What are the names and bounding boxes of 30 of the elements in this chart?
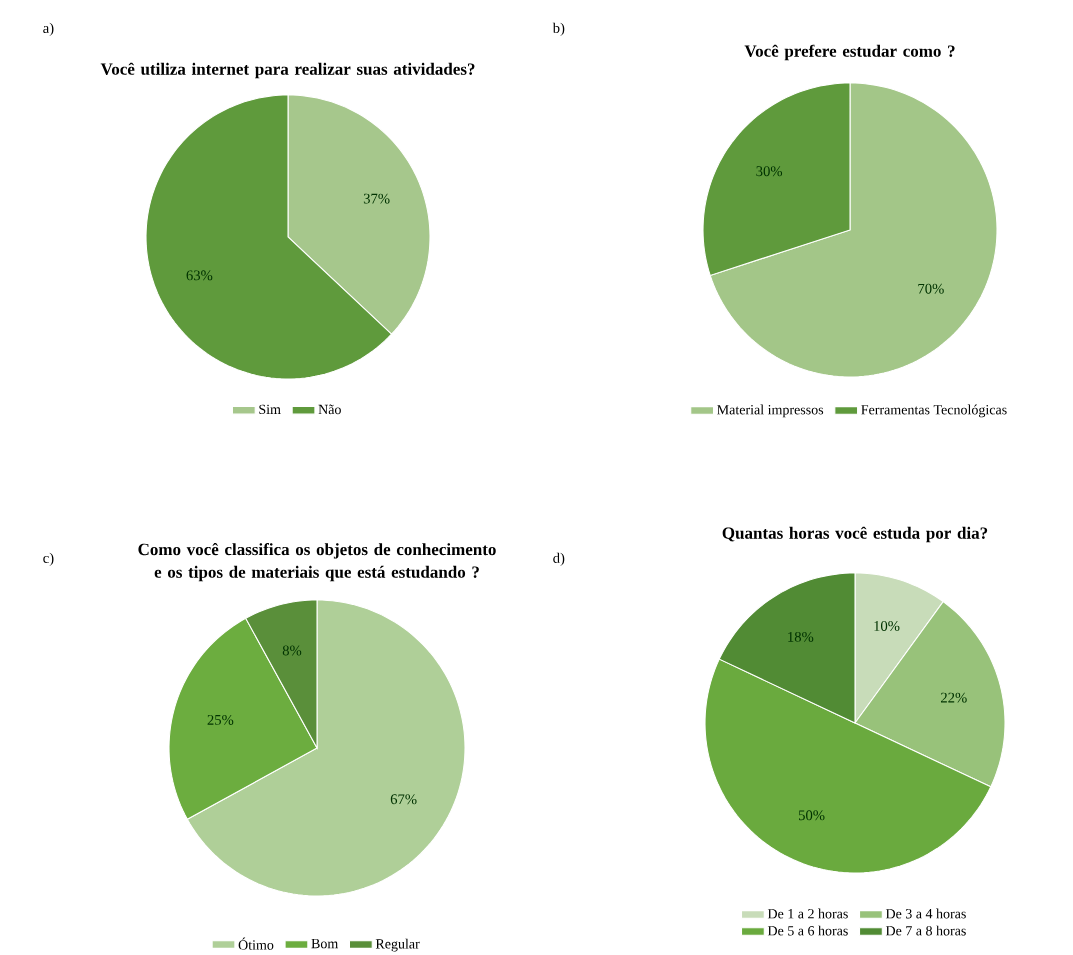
legend-label: Ferramentas Tecnológicas — [861, 404, 1007, 418]
data-label: 67% — [390, 794, 417, 805]
data-label: 30% — [756, 166, 783, 177]
chart-title: Você prefere estudar como ? — [744, 44, 955, 61]
legend-label: Sim — [259, 404, 281, 415]
legend-label: Ótimo — [238, 937, 274, 950]
legend-label: De 1 a 2 horas — [767, 908, 848, 919]
text: d) — [553, 552, 565, 566]
legend-label: De 7 a 8 horas — [885, 925, 966, 936]
legend-label: De 5 a 6 horas — [767, 925, 848, 936]
chart-title: Você utiliza internet para realizar suas atividades? — [100, 62, 475, 79]
legend-label: Não — [318, 404, 341, 415]
text: a) — [43, 22, 54, 36]
data-label: 25% — [207, 714, 234, 725]
legend-label: Material impressos — [717, 404, 824, 418]
chart-title: Quantas horas você estuda por dia? — [722, 526, 988, 543]
data-label: 8% — [282, 645, 302, 656]
text: b) — [552, 22, 565, 36]
data-label: 50% — [799, 810, 825, 821]
data-label: 63% — [186, 270, 213, 281]
text: c) — [43, 552, 54, 566]
data-label: 37% — [363, 193, 390, 204]
data-label: 10% — [874, 621, 900, 631]
legend-label: Regular — [375, 938, 420, 952]
chart-title: Como você classifica os objetos de conhecimento e os tipos de materiais que está estudando ? — [138, 543, 496, 582]
legend-label: De 3 a 4 horas — [885, 908, 966, 919]
legend-label: Bom — [311, 939, 339, 949]
data-label: 22% — [941, 692, 967, 703]
data-label: 70% — [918, 283, 944, 294]
data-label: 18% — [788, 631, 814, 642]
